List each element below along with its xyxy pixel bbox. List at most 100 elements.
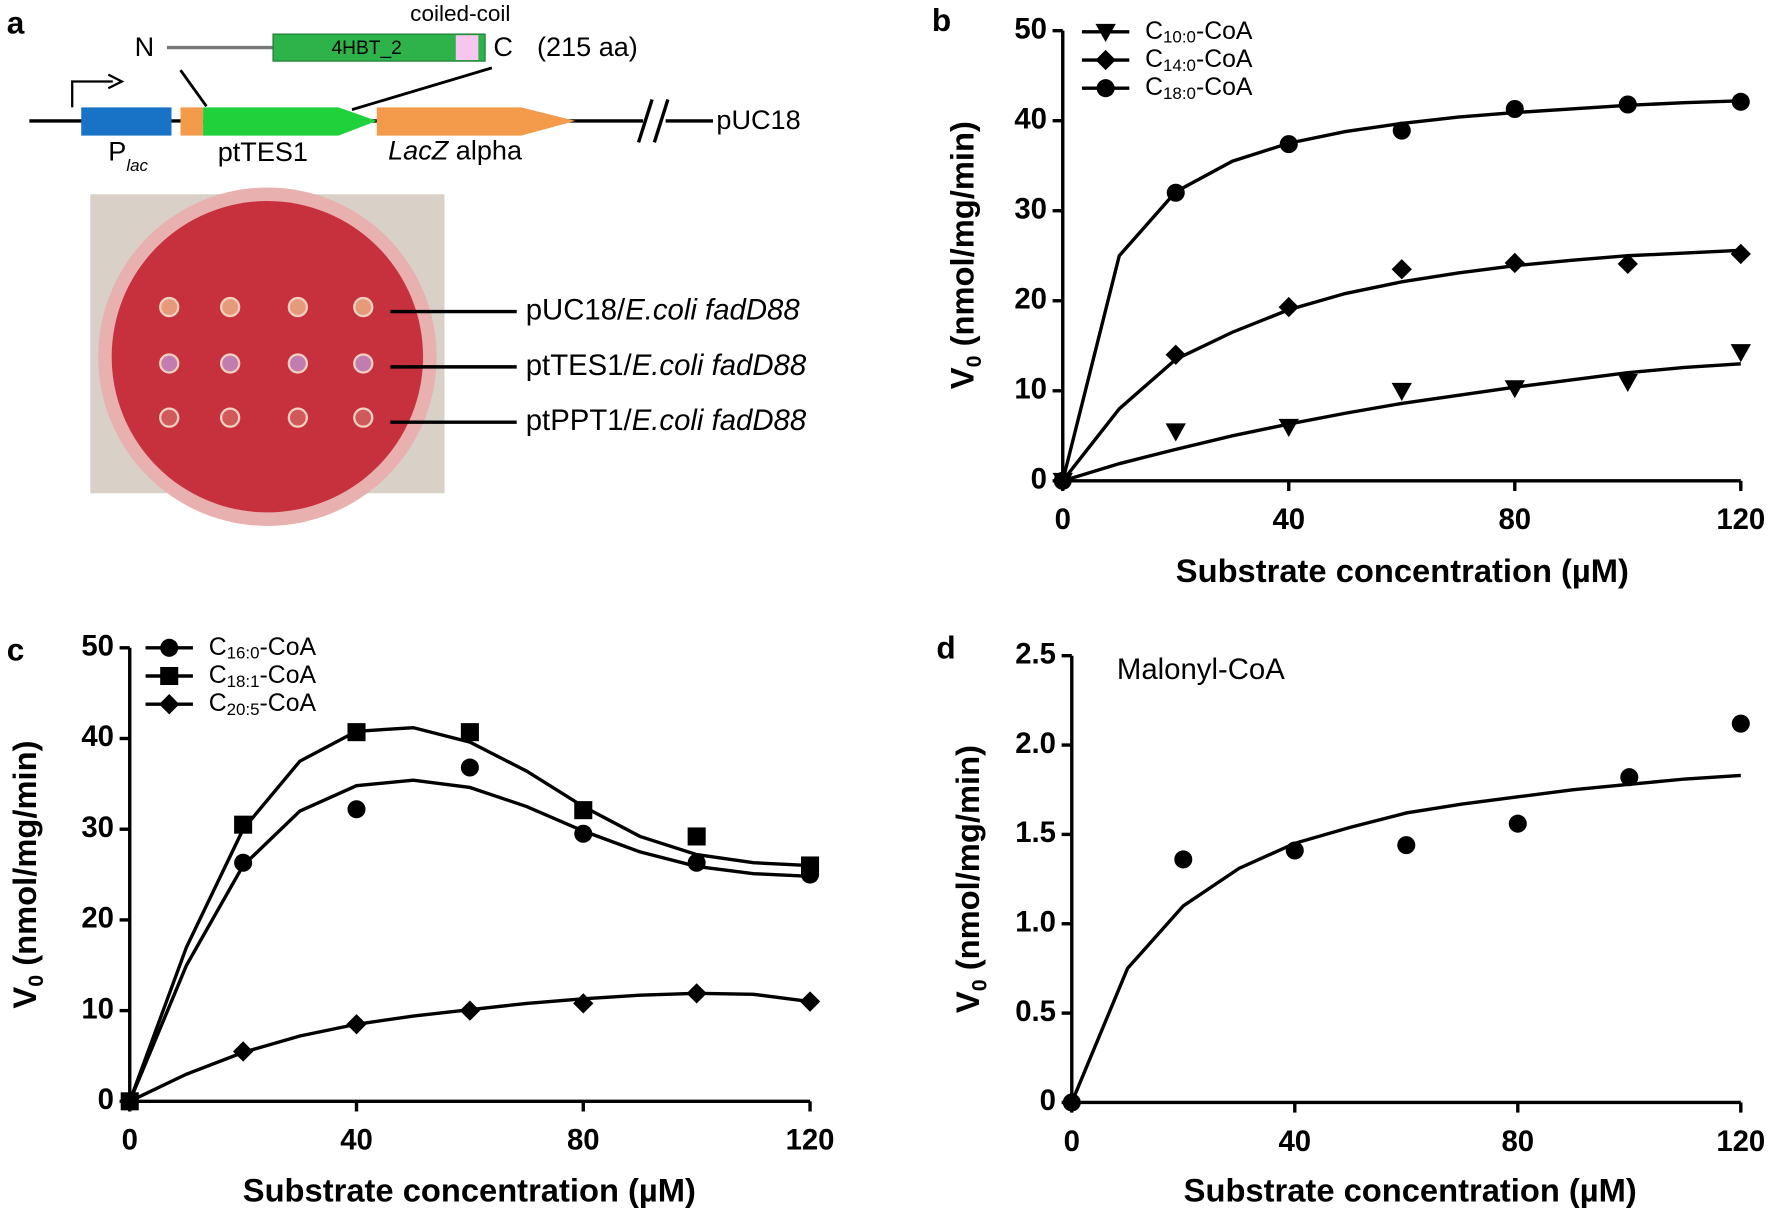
point — [574, 824, 593, 843]
y-tick-label: 0.5 — [1015, 995, 1056, 1028]
panel-a: a N 4HBT_2 coiled-coil C (215 aa) Plac p… — [7, 1, 807, 526]
n-terminus: N — [135, 31, 155, 62]
point — [1504, 252, 1525, 274]
colony — [219, 407, 241, 428]
legend-part: 18:0 — [1163, 84, 1196, 103]
legend-marker — [159, 694, 180, 715]
point — [1279, 135, 1298, 154]
point — [1391, 259, 1412, 280]
panel-label: a — [7, 4, 25, 40]
coiled-coil-box — [455, 35, 479, 61]
legend-marker — [1095, 23, 1116, 42]
point — [1504, 380, 1525, 399]
annotation: Malonyl-CoA — [1117, 653, 1285, 686]
point — [687, 853, 706, 872]
point — [1618, 95, 1637, 114]
x-tick-label: 80 — [567, 1124, 600, 1157]
point — [347, 800, 366, 819]
legend-part: -CoA — [260, 690, 317, 717]
x-tick-label: 80 — [1501, 1125, 1534, 1158]
point — [234, 853, 253, 872]
protein-domain — [272, 33, 486, 62]
x-tick-label: 40 — [1272, 503, 1305, 536]
legend-part: C — [209, 690, 227, 717]
fit-curve — [128, 778, 811, 1102]
point — [1166, 183, 1185, 202]
y-tick-label: 50 — [1014, 12, 1047, 45]
legend-label: C10:0-CoA — [1145, 17, 1253, 47]
colony — [159, 353, 180, 374]
legend-marker — [1096, 79, 1115, 98]
gene-arrow — [203, 107, 377, 136]
y-axis-label: V0 (nmol/mg/min) — [943, 121, 985, 389]
y-axis-label: V0 (nmol/mg/min) — [949, 745, 991, 1013]
legend-part: C — [1145, 74, 1163, 101]
legend-label: C16:0-CoA — [209, 633, 317, 663]
zoom-line — [351, 66, 493, 111]
point — [346, 1014, 367, 1035]
legend-label: C14:0-CoA — [1145, 46, 1253, 76]
colony — [353, 353, 374, 374]
y-label-part: V — [943, 367, 980, 389]
point — [1392, 121, 1411, 140]
fit-curve — [1061, 248, 1741, 482]
point — [1731, 92, 1750, 111]
y-tick-label: 1.5 — [1015, 816, 1056, 849]
legend-label: C20:5-CoA — [209, 690, 317, 720]
colony — [287, 296, 308, 318]
point — [1617, 373, 1638, 392]
y-tick-label: 0 — [1040, 1084, 1056, 1117]
y-label-part: 0 — [967, 979, 991, 991]
y-tick-label: 0 — [98, 1083, 114, 1116]
point — [234, 815, 253, 834]
legend-part: C — [1145, 46, 1163, 73]
y-tick-label: 1.0 — [1015, 905, 1056, 938]
y-tick-label: 50 — [81, 630, 114, 663]
break-mark — [652, 98, 670, 143]
y-tick-label: 2.0 — [1015, 727, 1056, 760]
tag-box — [180, 107, 204, 136]
legend-part: -CoA — [1196, 46, 1253, 73]
y-tick-label: 2.5 — [1015, 637, 1056, 670]
host: E.coli fadD88 — [625, 293, 800, 326]
point — [1278, 296, 1299, 318]
legend-part: C — [1145, 17, 1163, 44]
colonies — [159, 296, 374, 428]
point — [1397, 836, 1416, 855]
lacz-name: LacZ — [388, 135, 450, 166]
colony — [159, 296, 180, 318]
y-tick-label: 30 — [81, 811, 114, 844]
legend-part: -CoA — [260, 662, 317, 689]
x-tick-label: 120 — [786, 1124, 835, 1157]
point — [801, 856, 820, 875]
point — [1174, 850, 1193, 869]
domain-name: 4HBT_2 — [332, 38, 402, 59]
point — [1165, 344, 1186, 365]
colony — [219, 353, 241, 374]
legend-marker — [160, 638, 179, 657]
point — [1391, 382, 1412, 401]
legend-part: 20:5 — [227, 700, 260, 719]
colony — [159, 407, 180, 428]
y-label-part: 0 — [24, 975, 48, 987]
c-terminus: C — [493, 31, 513, 62]
legend-label: C18:0-CoA — [1145, 74, 1253, 104]
colony — [287, 407, 308, 428]
plate-label: ptPPT1/E.coli fadD88 — [526, 404, 807, 437]
y-label-part: (nmol/mg/min) — [6, 741, 43, 975]
x-tick-label: 120 — [1716, 1125, 1765, 1158]
x-axis-label: Substrate concentration (µM) — [1176, 552, 1629, 589]
fit-curve — [1070, 773, 1741, 1104]
colony — [353, 296, 374, 318]
legend-part: -CoA — [1196, 17, 1253, 44]
coiled-label: coiled-coil — [410, 1, 510, 26]
break-mark — [636, 98, 654, 143]
point — [1165, 423, 1186, 442]
point — [1285, 841, 1304, 860]
y-tick-label: 0 — [1031, 463, 1047, 496]
fit-curve — [128, 725, 811, 1102]
chart-d: d 0 0.5 1.0 1.5 2.0 2.5 0 40 80 120 Substrate conce… — [936, 629, 1765, 1208]
y-tick-label: 30 — [1014, 192, 1047, 225]
legend-marker — [1095, 49, 1116, 71]
chart-b: b 0 10 20 30 40 50 0 40 80 120 Substrate concentrat… — [932, 2, 1765, 589]
